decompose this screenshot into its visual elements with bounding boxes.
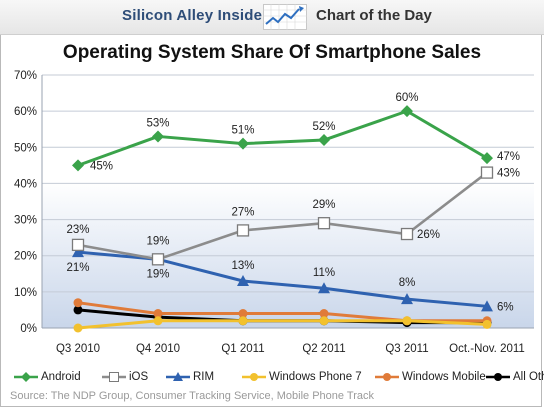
data-point	[401, 105, 413, 118]
legend-item-windows-phone-7: Windows Phone 7	[242, 368, 362, 386]
series-line-android	[77, 109, 488, 167]
x-tick-label: Oct.-Nov. 2011	[449, 343, 525, 355]
data-point	[73, 298, 83, 308]
y-tick-label: 0%	[20, 323, 37, 335]
data-point	[72, 246, 84, 258]
data-label: 51%	[231, 125, 254, 137]
data-point	[153, 309, 163, 319]
data-point	[151, 253, 165, 266]
data-point	[238, 316, 248, 326]
y-tick-label: 70%	[14, 70, 37, 82]
data-point	[236, 224, 250, 237]
data-label: 45%	[90, 160, 113, 172]
chart-legend: Android iOS RIM Windows Phone 7 Windows Mobi…	[14, 368, 544, 386]
y-tick-label: 60%	[14, 106, 37, 118]
legend-label: Windows Phone 7	[269, 371, 362, 383]
data-point	[481, 152, 493, 165]
legend-item-windows-mobile: Windows Mobile	[375, 368, 486, 386]
legend-swatch	[242, 373, 266, 381]
data-point	[237, 137, 249, 150]
data-point	[71, 238, 85, 252]
data-label: 8%	[399, 277, 416, 289]
legend-label: RIM	[193, 371, 215, 383]
data-point	[318, 282, 330, 294]
chart-of-the-day-label: Chart of the Day	[316, 7, 432, 24]
data-point	[318, 134, 330, 147]
legend-item-rim: RIM	[166, 368, 214, 386]
legend-label: iOS	[129, 371, 149, 383]
data-point	[238, 309, 248, 319]
data-point	[153, 316, 163, 326]
legend-swatch	[102, 372, 126, 382]
legend-item-ios: iOS	[102, 368, 148, 386]
legend-item-all-others: All Others	[486, 368, 544, 386]
data-label: 13%	[231, 260, 254, 272]
data-label: 43%	[497, 168, 520, 180]
data-label: 26%	[417, 229, 440, 241]
data-label: 29%	[312, 199, 335, 211]
data-label: 6%	[497, 301, 514, 313]
data-point	[401, 293, 413, 305]
data-label: 23%	[66, 224, 89, 236]
data-label: 53%	[146, 117, 169, 129]
series-line-windows-phone-7	[77, 319, 488, 330]
data-point	[72, 159, 84, 172]
brand-name: Silicon Alley Insider	[122, 7, 269, 24]
data-point	[237, 275, 249, 287]
chart-title: Operating System Share Of Smartphone Sal…	[62, 42, 482, 63]
x-tick-label: Q2 2011	[302, 343, 345, 355]
legend-label: All Others	[513, 371, 544, 383]
x-tick-label: Q3 2010	[56, 343, 100, 355]
data-point	[319, 309, 329, 319]
legend-label: Android	[41, 371, 81, 383]
series-line-ios	[77, 171, 488, 261]
data-label: 27%	[231, 206, 254, 218]
data-label: 60%	[395, 92, 418, 104]
data-point	[152, 130, 164, 143]
y-tick-label: 10%	[14, 287, 37, 299]
data-point	[402, 316, 412, 326]
data-point	[319, 316, 329, 326]
data-point	[482, 319, 492, 329]
x-tick-label: Q3 2011	[385, 343, 428, 355]
data-point	[73, 323, 83, 333]
data-label: 52%	[312, 121, 335, 133]
data-point	[481, 300, 493, 312]
data-point	[317, 217, 331, 230]
data-label: 47%	[497, 151, 520, 163]
x-tick-label: Q4 2010	[136, 343, 180, 355]
data-point	[73, 305, 83, 315]
x-tick-label: Q1 2011	[221, 343, 264, 355]
plot-area	[42, 75, 534, 328]
legend-label: Windows Mobile	[402, 371, 486, 383]
legend-swatch	[166, 372, 190, 381]
data-label: 11%	[313, 267, 335, 279]
y-tick-label: 40%	[14, 178, 37, 190]
legend-swatch	[486, 373, 510, 381]
y-tick-label: 20%	[14, 251, 37, 263]
data-point	[400, 227, 414, 241]
data-label: 19%	[146, 268, 169, 280]
legend-swatch	[14, 372, 38, 382]
y-tick-label: 50%	[14, 142, 37, 154]
y-tick-label: 30%	[14, 215, 37, 227]
trend-chart-icon	[263, 4, 307, 30]
source-note: Source: The NDP Group, Consumer Tracking…	[10, 390, 374, 402]
legend-item-android: Android	[14, 368, 81, 386]
legend-swatch	[375, 373, 399, 381]
header-banner: Silicon Alley Insider Chart of the Day	[0, 0, 544, 35]
data-point	[480, 166, 494, 179]
data-label: 21%	[66, 262, 89, 274]
data-label: 19%	[146, 235, 169, 247]
